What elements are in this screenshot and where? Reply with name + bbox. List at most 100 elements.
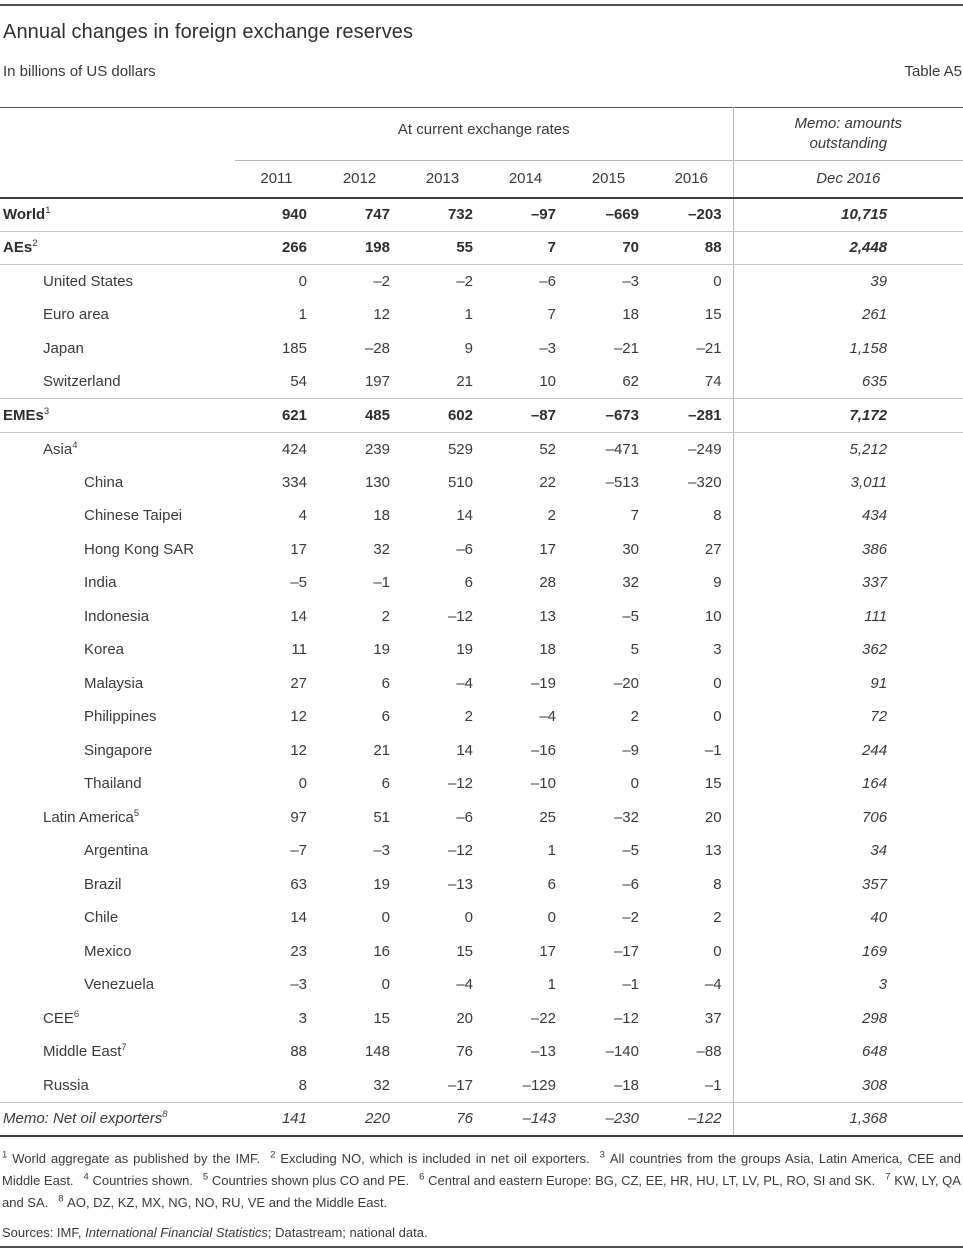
table-row: Latin America5 97 51 –6 25 –32 20 706 <box>0 800 963 834</box>
header-empty-cell <box>0 108 235 161</box>
value-cell-2016: 0 <box>713 674 722 692</box>
value-cell-2016: 8 <box>713 507 722 525</box>
table-row: Malaysia 27 6 –4 –19 –20 0 91 <box>0 666 963 700</box>
footnote: 3 All countries from the groups Asia, La… <box>2 1149 961 1188</box>
header-group-row: At current exchange rates Memo: amounts … <box>0 107 963 161</box>
table-row: AEs2 266 198 55 7 70 88 2,448 <box>0 230 963 265</box>
value-cell-2013: 6 <box>464 574 473 592</box>
memo-value-cell: 72 <box>732 700 963 734</box>
value-cell-2012: 485 <box>318 398 401 433</box>
value-cell-2013: –6 <box>456 808 473 826</box>
table-row: Mexico 23 16 15 17 –17 0 169 <box>0 934 963 968</box>
value-cell-2011: 334 <box>281 473 307 491</box>
value-cell-2016: –203 <box>650 197 734 232</box>
value-cell-2014: 18 <box>539 641 556 659</box>
footnote: 6 Central and eastern Europe: BG, CZ, EE… <box>419 1171 876 1188</box>
value-cell-2015: –230 <box>567 1101 650 1137</box>
year-header: 2012 <box>318 160 401 199</box>
value-cell-2014: –3 <box>539 339 556 357</box>
memo-value-cell: 362 <box>732 633 963 667</box>
page-title: Annual changes in foreign exchange reser… <box>3 21 414 43</box>
footnote: 2 Excluding NO, which is included in net… <box>270 1149 590 1166</box>
value-cell-2016: 3 <box>713 641 722 659</box>
table-row: Russia 8 32 –17 –129 –18 –1 308 <box>0 1068 963 1102</box>
memo-value-cell: 337 <box>732 566 963 600</box>
sources-suffix: ; Datastream; national data. <box>267 1224 428 1240</box>
row-label: Philippines <box>84 708 157 726</box>
value-cell-2014: –13 <box>530 1043 556 1061</box>
footnote-marker: 5 <box>133 807 140 819</box>
value-cell-2011: 14 <box>290 607 307 625</box>
row-label: Singapore <box>84 741 153 759</box>
table-row: World1 940 747 732 –97 –669 –203 10,715 <box>0 197 963 232</box>
value-cell-2012: –28 <box>364 339 390 357</box>
value-cell-2014: 6 <box>547 875 556 893</box>
row-label: EMEs3 <box>0 398 235 433</box>
value-cell-2014: 0 <box>547 909 556 927</box>
value-cell-2011: 88 <box>290 1043 307 1061</box>
value-cell-2016: 37 <box>704 1009 722 1027</box>
sources-line: Sources: IMF, International Financial St… <box>2 1224 961 1242</box>
value-cell-2013: 21 <box>456 373 473 390</box>
value-cell-2011: 63 <box>290 875 307 893</box>
memo-value-cell: 298 <box>732 1001 963 1035</box>
value-cell-2014: 1 <box>547 842 556 860</box>
value-cell-2012: 16 <box>373 942 390 960</box>
value-cell-2015: –9 <box>622 741 639 759</box>
memo-value-cell: 3,011 <box>732 465 963 499</box>
value-cell-2013: 20 <box>456 1009 473 1027</box>
table-row: United States 0 –2 –2 –6 –3 0 39 <box>0 264 963 298</box>
value-cell-2013: 15 <box>456 942 473 960</box>
memo-value-cell: 244 <box>732 733 963 767</box>
value-cell-2011: 12 <box>290 741 307 759</box>
value-cell-2011: 424 <box>281 440 307 458</box>
memo-value-cell: 261 <box>732 298 963 332</box>
value-cell-2014: –16 <box>530 741 556 759</box>
value-cell-2011: –5 <box>290 574 307 592</box>
value-cell-2011: 266 <box>235 230 318 265</box>
value-cell-2013: 0 <box>464 909 473 927</box>
table-row: India –5 –1 6 28 32 9 337 <box>0 566 963 600</box>
memo-value-cell: 10,715 <box>732 197 963 232</box>
sources-publication: International Financial Statistics <box>85 1224 268 1240</box>
value-cell-2015: –21 <box>613 339 639 357</box>
value-cell-2011: –7 <box>290 842 307 860</box>
value-cell-2013: –12 <box>447 842 473 860</box>
year-header: 2011 <box>235 160 318 199</box>
memo-group-label: Memo: amounts outstanding <box>732 107 963 161</box>
value-cell-2014: 17 <box>539 540 556 558</box>
value-cell-2016: –122 <box>650 1101 734 1137</box>
value-cell-2014: –143 <box>484 1101 567 1137</box>
value-cell-2016: 0 <box>713 273 722 290</box>
row-label: Argentina <box>84 842 149 860</box>
value-cell-2013: –4 <box>456 674 473 692</box>
subtitle-row: In billions of US dollars Table A5 <box>3 62 962 82</box>
value-cell-2011: 23 <box>290 942 307 960</box>
table-row: Singapore 12 21 14 –16 –9 –1 244 <box>0 733 963 767</box>
value-cell-2013: 529 <box>447 440 473 458</box>
row-label: Memo: Net oil exporters8 <box>0 1101 235 1137</box>
value-cell-2016: 0 <box>713 942 722 960</box>
value-cell-2011: 940 <box>235 197 318 232</box>
value-cell-2015: –5 <box>622 842 639 860</box>
footnote-marker: 7 <box>121 1042 127 1054</box>
value-cell-2012: 198 <box>318 230 401 265</box>
value-cell-2012: 18 <box>373 507 390 525</box>
value-cell-2015: –17 <box>613 942 639 960</box>
row-label: Russia <box>43 1076 89 1094</box>
footnote-marker: 1 <box>45 205 51 216</box>
value-cell-2014: –19 <box>530 674 556 692</box>
footnote: 5 Countries shown plus CO and PE. <box>202 1171 410 1188</box>
memo-value-cell: 91 <box>732 666 963 700</box>
table-row: EMEs3 621 485 602 –87 –673 –281 7,172 <box>0 398 963 433</box>
table-row: CEE6 3 15 20 –22 –12 37 298 <box>0 1001 963 1035</box>
table-row: Hong Kong SAR 17 32 –6 17 30 27 386 <box>0 532 963 566</box>
value-cell-2015: 30 <box>622 540 639 558</box>
value-cell-2016: –1 <box>704 1076 722 1094</box>
document-page: Annual changes in foreign exchange reser… <box>0 4 963 1257</box>
value-cell-2016: –21 <box>696 339 722 357</box>
value-cell-2013: –12 <box>447 607 473 625</box>
value-cell-2011: 4 <box>298 507 307 525</box>
table-header: At current exchange rates Memo: amounts … <box>0 107 963 199</box>
value-cell-2012: 12 <box>373 306 390 324</box>
